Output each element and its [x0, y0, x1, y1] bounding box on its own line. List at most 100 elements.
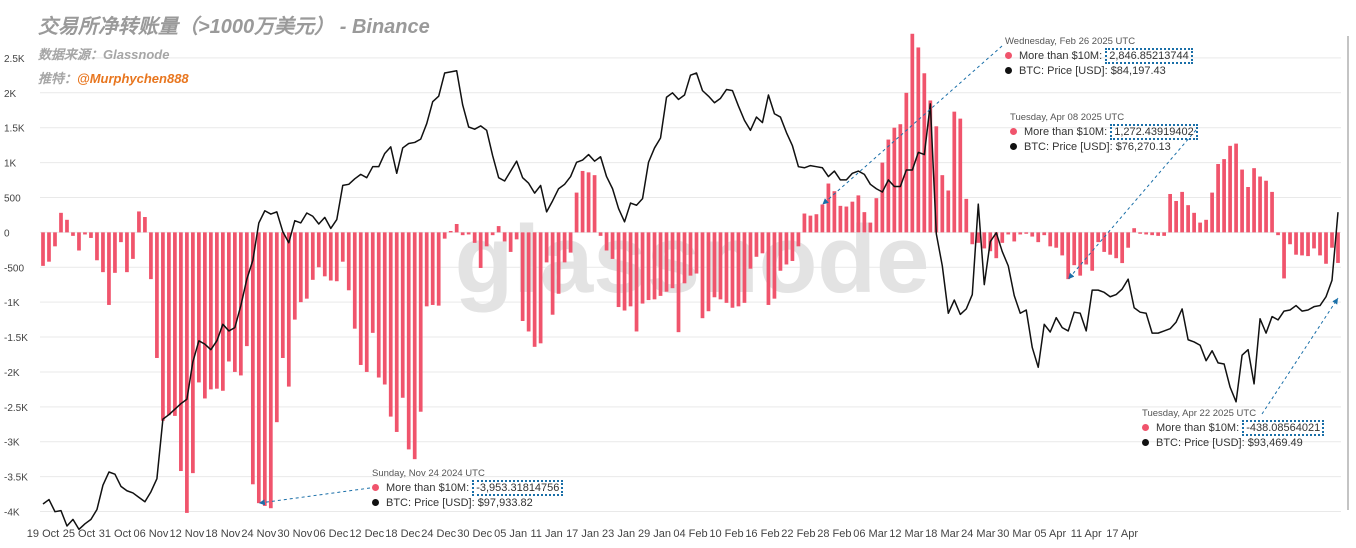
- bar: [316, 232, 321, 268]
- x-tick-label: 04 Feb: [673, 528, 707, 540]
- x-tick-label: 06 Mar: [853, 528, 888, 540]
- bar: [1276, 232, 1280, 236]
- bar: [946, 190, 951, 233]
- x-tick-label: 18 Dec: [385, 528, 420, 540]
- bar: [1102, 232, 1107, 252]
- bar: [934, 126, 939, 233]
- bar: [1006, 232, 1011, 235]
- tooltip-series-label: More than $10M:: [1019, 50, 1103, 62]
- bar: [592, 175, 597, 233]
- x-tick-label: 19 Oct: [27, 528, 59, 540]
- bar: [1066, 232, 1071, 280]
- bar: [191, 232, 195, 474]
- y-tick-label: -3K: [4, 438, 20, 449]
- bar: [149, 232, 153, 280]
- y-tick-label: -4K: [4, 508, 20, 519]
- bar: [1114, 232, 1119, 259]
- bar: [622, 232, 627, 311]
- bar: [880, 162, 885, 233]
- bar: [904, 92, 909, 233]
- x-tick-label: 10 Feb: [709, 528, 743, 540]
- tooltip-price-row: BTC: Price [USD]: $84,197.43: [1005, 64, 1193, 79]
- bar: [1282, 232, 1286, 279]
- tooltip-apr22: Tuesday, Apr 22 2025 UTC More than $10M:…: [1142, 406, 1325, 451]
- tooltip-date: Tuesday, Apr 08 2025 UTC: [1010, 112, 1125, 123]
- y-tick-label: 2K: [4, 89, 17, 100]
- bar: [706, 232, 711, 312]
- bar: [1312, 232, 1316, 249]
- bar: [580, 170, 585, 233]
- bar: [628, 232, 633, 307]
- bar: [604, 232, 609, 251]
- tooltip-series-label: More than $10M:: [1024, 126, 1108, 138]
- bar: [736, 232, 741, 307]
- bar: [400, 232, 405, 398]
- bar: [718, 232, 723, 300]
- bar: [89, 232, 93, 238]
- bar: [1168, 193, 1172, 233]
- bar: [77, 232, 81, 251]
- y-tick-label: 0: [4, 228, 10, 239]
- x-tick-label: 22 Feb: [781, 528, 815, 540]
- bar: [232, 232, 237, 372]
- price-dot-icon: [1010, 142, 1017, 150]
- bar: [676, 232, 681, 333]
- x-tick-label: 30 Dec: [457, 528, 492, 540]
- y-tick-label: 1.5K: [4, 124, 25, 135]
- bar: [1126, 232, 1131, 248]
- data-source: 数据来源：Glassnode: [38, 47, 170, 62]
- bar: [598, 232, 603, 236]
- bar: [760, 232, 765, 254]
- tooltip-series-value: -3,953.31814756: [472, 480, 564, 496]
- bar: [1294, 232, 1298, 255]
- bar: [113, 232, 117, 273]
- bar: [958, 118, 963, 233]
- bar: [1072, 232, 1077, 266]
- bar: [364, 232, 369, 372]
- bar: [646, 232, 651, 301]
- bar: [616, 232, 621, 308]
- x-tick-label: 05 Jan: [494, 528, 527, 540]
- bar: [790, 232, 795, 261]
- annotation-arrow: [1067, 129, 1197, 280]
- x-tick-label: 12 Nov: [169, 528, 204, 540]
- series-dot-icon: [1010, 127, 1017, 135]
- bar: [634, 232, 639, 332]
- bar: [574, 192, 579, 233]
- bar: [1018, 232, 1023, 235]
- bar: [1270, 191, 1274, 233]
- bar: [215, 232, 219, 389]
- bar: [292, 232, 297, 320]
- tooltip-series-value: -438.08564021: [1242, 420, 1325, 436]
- twitter-handle[interactable]: @Murphychen888: [77, 71, 189, 86]
- bar: [502, 232, 507, 242]
- bar: [250, 232, 255, 485]
- x-tick-label: 16 Feb: [745, 528, 779, 540]
- annotation-arrow: [1261, 297, 1339, 415]
- bar: [964, 198, 969, 233]
- bar: [1240, 169, 1244, 233]
- bar: [802, 213, 807, 233]
- bar: [1174, 200, 1178, 233]
- bar: [412, 232, 417, 460]
- bar: [454, 224, 459, 233]
- x-tick-label: 30 Mar: [997, 528, 1032, 540]
- bar: [1120, 232, 1125, 264]
- tooltip-price-label: BTC: Price [USD]:: [386, 497, 475, 509]
- bar: [820, 204, 825, 233]
- bar: [221, 232, 225, 391]
- bar: [742, 232, 747, 303]
- bar: [532, 232, 537, 347]
- bar: [1216, 163, 1220, 233]
- bar: [167, 232, 171, 416]
- bar: [1264, 180, 1268, 233]
- tooltip-nov24: Sunday, Nov 24 2024 UTC More than $10M: …: [372, 466, 564, 511]
- bar: [1246, 187, 1250, 233]
- bar: [1084, 232, 1089, 265]
- bar: [1132, 228, 1137, 233]
- y-tick-label: -3.5K: [4, 473, 28, 484]
- bar: [700, 232, 705, 319]
- bar: [340, 232, 345, 262]
- btc-price-line: [42, 70, 1339, 531]
